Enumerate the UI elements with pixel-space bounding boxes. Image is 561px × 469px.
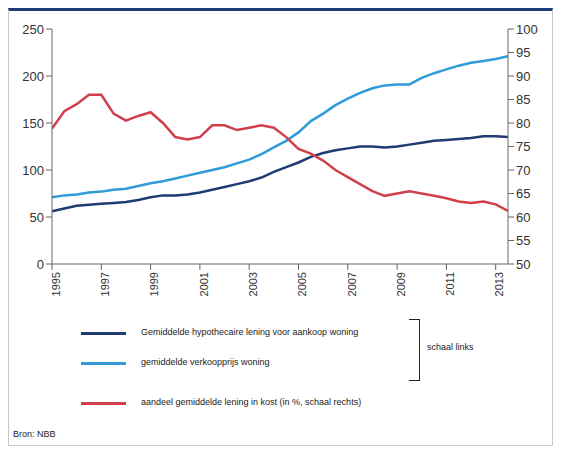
html-text:Bron: NBB: Bron: NBB (13, 429, 56, 439)
svg-text:1995: 1995 (50, 272, 62, 296)
svg-text:100: 100 (22, 163, 44, 178)
svg-text:2011: 2011 (444, 272, 456, 296)
svg-text:55: 55 (516, 233, 530, 248)
svg-text:0: 0 (37, 257, 44, 272)
html-text:schaal links: schaal links (427, 342, 474, 352)
svg-text:150: 150 (22, 116, 44, 131)
html-text:aandeel gemiddelde lening in k: aandeel gemiddelde lening in kost (in %,… (141, 397, 362, 407)
svg-text:2005: 2005 (296, 272, 308, 296)
svg-text:85: 85 (516, 92, 530, 107)
svg-text:2001: 2001 (198, 272, 210, 296)
svg-text:50: 50 (516, 257, 530, 272)
svg-text:95: 95 (516, 45, 530, 60)
svg-text:50: 50 (30, 210, 44, 225)
svg-text:1997: 1997 (99, 272, 111, 296)
svg-text:2003: 2003 (247, 272, 259, 296)
svg-text:200: 200 (22, 69, 44, 84)
svg-text:100: 100 (516, 22, 538, 37)
svg-text:2013: 2013 (493, 272, 505, 296)
html-text:gemiddelde verkoopprijs woning: gemiddelde verkoopprijs woning (141, 357, 270, 367)
svg-text:2007: 2007 (346, 272, 358, 296)
svg-text:65: 65 (516, 186, 530, 201)
svg-text:60: 60 (516, 210, 530, 225)
svg-text:80: 80 (516, 116, 530, 131)
svg-text:90: 90 (516, 69, 530, 84)
svg-text:75: 75 (516, 139, 530, 154)
svg-text:70: 70 (516, 163, 530, 178)
svg-text:1999: 1999 (148, 272, 160, 296)
html-text:Gemiddelde hypothecaire lening: Gemiddelde hypothecaire lening voor aank… (141, 327, 359, 337)
svg-text:250: 250 (22, 22, 44, 37)
svg-text:2009: 2009 (395, 272, 407, 296)
